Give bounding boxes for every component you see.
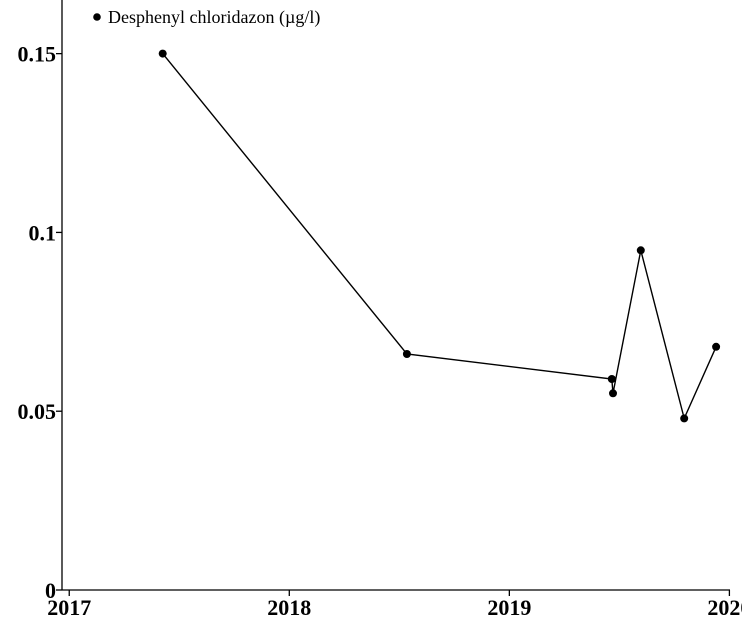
data-point (607, 375, 616, 383)
x-tick-label: 2020 (707, 595, 742, 620)
legend-label: Desphenyl chloridazon (µg/l) (108, 7, 320, 28)
y-tick-label: 0 (45, 578, 56, 603)
x-axis-ticks: 2017 2018 2019 2020 (47, 590, 742, 620)
data-point (402, 350, 411, 358)
legend-marker-dot (93, 13, 101, 21)
data-point (158, 49, 167, 58)
series-layer (158, 49, 721, 423)
y-tick-label: 0.15 (18, 42, 57, 67)
data-point (712, 342, 721, 351)
data-point (636, 246, 645, 255)
y-tick-label: 0.05 (18, 399, 57, 424)
axes (61, 0, 730, 591)
legend: Desphenyl chloridazon (µg/l) (93, 7, 320, 28)
x-tick-label: 2019 (487, 595, 531, 620)
y-tick-label: 0.1 (29, 220, 57, 245)
x-tick-label: 2017 (47, 595, 91, 620)
y-axis-ticks: 0 0.05 0.1 0.15 (18, 42, 62, 603)
series-line (162, 53, 717, 421)
data-point (680, 414, 689, 423)
data-point (609, 389, 617, 398)
x-tick-label: 2018 (267, 595, 311, 620)
